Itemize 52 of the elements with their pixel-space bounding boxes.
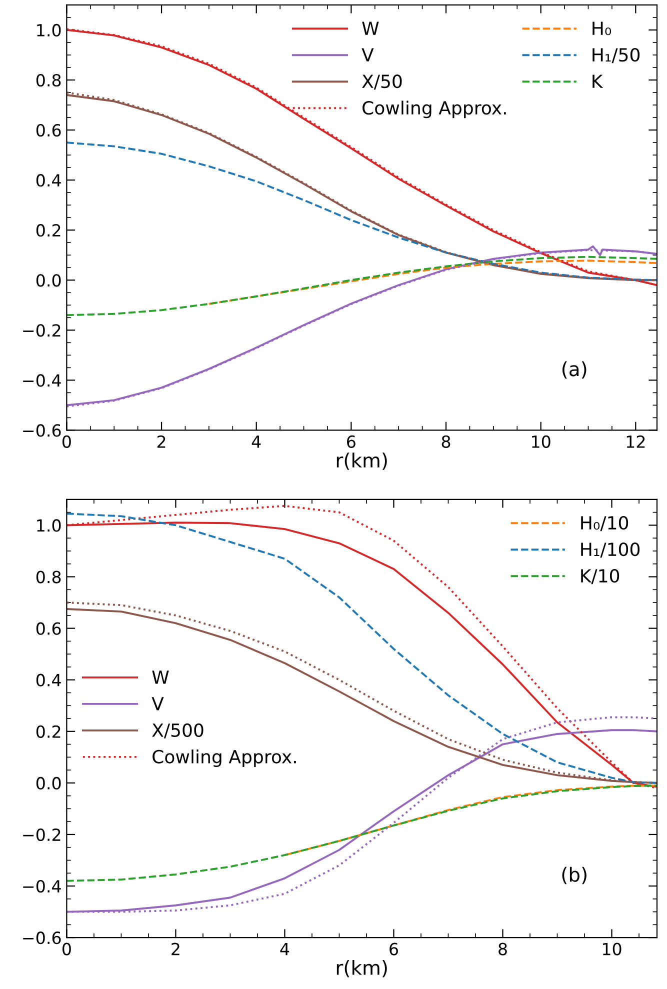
y-tick-label: 1.0	[37, 519, 61, 532]
y-tick-label: −0.2	[23, 324, 60, 337]
y-tick-label: 0.8	[36, 570, 61, 584]
y-tick-label: 0.0	[36, 776, 61, 790]
legend-label: X/500	[152, 723, 204, 738]
line-series	[66, 256, 657, 316]
x-tick-label: 2	[157, 435, 166, 448]
line-series	[208, 260, 657, 305]
legend-label: H₀/10	[581, 516, 628, 532]
y-tick-label: 1.0	[37, 24, 61, 37]
y-tick-label: −0.6	[23, 424, 61, 437]
legend-label: K/10	[581, 569, 620, 584]
legend-label: V	[152, 697, 164, 710]
x-tick-label: 6	[347, 435, 356, 448]
legend-label: H₀	[592, 22, 612, 36]
legend-label: Cowling Approx.	[152, 750, 296, 767]
x-axis-title: r(km)	[336, 960, 387, 978]
y-tick-label: −0.6	[23, 932, 61, 944]
line-series	[66, 142, 657, 282]
legend-label: H₁/50	[592, 48, 640, 64]
x-tick-label: 0	[62, 942, 71, 956]
y-tick-label: 0.6	[36, 124, 61, 137]
legend-label: K	[592, 74, 604, 88]
legend-label: H₁/100	[581, 542, 640, 558]
x-tick-label: 2	[172, 942, 180, 956]
x-tick-label: 8	[498, 942, 507, 956]
y-tick-label: 0.2	[36, 224, 60, 237]
legend-label: W	[152, 670, 169, 684]
y-tick-label: 0.6	[36, 622, 61, 635]
legend-label: Cowling Approx.	[362, 100, 506, 118]
x-tick-label: 10	[532, 435, 550, 448]
annotation: (a)	[562, 361, 586, 379]
x-tick-label: 4	[280, 942, 290, 956]
legend-label: W	[362, 22, 379, 35]
legend-label: X/50	[362, 74, 402, 90]
x-tick-label: 8	[442, 435, 450, 448]
y-tick-label: 0.8	[36, 74, 61, 87]
x-axis-title: r(km)	[336, 452, 387, 470]
x-tick-label: 0	[62, 435, 71, 448]
x-tick-label: 6	[390, 942, 398, 956]
y-tick-label: 0.0	[36, 274, 61, 287]
y-tick-label: −0.4	[23, 880, 61, 893]
x-tick-label: 4	[252, 436, 261, 448]
legend-label: V	[362, 48, 374, 62]
y-tick-label: −0.4	[23, 374, 61, 387]
x-tick-label: 10	[602, 942, 622, 956]
y-tick-label: 0.4	[36, 674, 61, 686]
x-tick-label: 12	[626, 435, 645, 448]
annotation: (b)	[562, 866, 586, 884]
y-tick-label: −0.2	[23, 828, 60, 842]
y-tick-label: 0.2	[36, 725, 60, 738]
y-tick-label: 0.4	[36, 174, 61, 187]
